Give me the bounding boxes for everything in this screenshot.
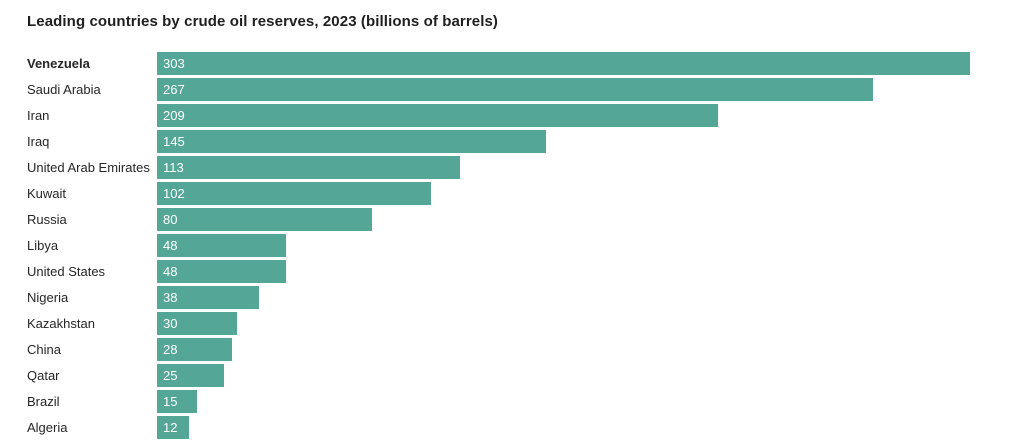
country-label: Algeria	[27, 420, 68, 435]
bar-value-label: 113	[163, 160, 184, 175]
bar-track: 48	[157, 234, 970, 257]
bar: 113	[157, 156, 461, 179]
country-label: Brazil	[27, 394, 60, 409]
bar: 12	[157, 416, 190, 439]
country-label: Iraq	[27, 134, 50, 149]
chart-title: Leading countries by crude oil reserves,…	[27, 13, 499, 30]
bar-value-label: 28	[163, 342, 178, 357]
bar: 25	[157, 364, 225, 387]
chart-row: Russia 80	[27, 208, 1024, 231]
bar: 303	[157, 52, 970, 75]
bar-track: 30	[157, 312, 970, 335]
chart-row: Saudi Arabia 267	[27, 78, 1024, 101]
bar-value-label: 15	[163, 394, 178, 409]
bar-track: 48	[157, 260, 970, 283]
chart-row: Kuwait 102	[27, 182, 1024, 205]
bar: 38	[157, 286, 259, 309]
bar-value-label: 48	[163, 264, 178, 279]
chart-row: Kazakhstan 30	[27, 312, 1024, 335]
bar-value-label: 48	[163, 238, 178, 253]
bar: 102	[157, 182, 431, 205]
country-label: Iran	[27, 108, 50, 123]
bar: 209	[157, 104, 718, 127]
country-label: Kuwait	[27, 186, 67, 201]
bar-value-label: 30	[163, 316, 178, 331]
bar-track: 267	[157, 78, 970, 101]
bar-value-label: 80	[163, 212, 178, 227]
bar-track: 28	[157, 338, 970, 361]
chart-row: Iran 209	[27, 104, 1024, 127]
bar-track: 80	[157, 208, 970, 231]
bar-track: 15	[157, 390, 970, 413]
country-label: Qatar	[27, 368, 60, 383]
bar: 267	[157, 78, 874, 101]
bar-value-label: 145	[163, 134, 185, 149]
bar-value-label: 303	[163, 56, 185, 71]
chart-row: United Arab Emirates 113	[27, 156, 1024, 179]
bar-value-label: 209	[163, 108, 185, 123]
country-label: Kazakhstan	[27, 316, 95, 331]
country-label: Saudi Arabia	[27, 82, 101, 97]
bar-track: 303	[157, 52, 970, 75]
chart-row: Libya 48	[27, 234, 1024, 257]
bar: 145	[157, 130, 547, 153]
bar: 48	[157, 234, 286, 257]
country-label: China	[27, 342, 61, 357]
bar-chart: Venezuela 303 Saudi Arabia 267 Iran 209 Iraq 14…	[27, 52, 1024, 439]
country-label: United Arab Emirates	[27, 160, 150, 175]
chart-row: Brazil 15	[27, 390, 1024, 413]
bar: 15	[157, 390, 198, 413]
country-label: Nigeria	[27, 290, 69, 305]
chart-row: Iraq 145	[27, 130, 1024, 153]
bar-value-label: 25	[163, 368, 178, 383]
bar-track: 145	[157, 130, 970, 153]
chart-row: Algeria 12	[27, 416, 1024, 439]
bar-track: 209	[157, 104, 970, 127]
bar-value-label: 102	[163, 186, 185, 201]
bar-track: 38	[157, 286, 970, 309]
bar: 48	[157, 260, 286, 283]
chart-row: Venezuela 303	[27, 52, 1024, 75]
bar: 80	[157, 208, 372, 231]
bar: 28	[157, 338, 233, 361]
bar: 30	[157, 312, 238, 335]
bar-track: 113	[157, 156, 970, 179]
bar-track: 102	[157, 182, 970, 205]
country-label: Venezuela	[27, 56, 90, 71]
country-label: Russia	[27, 212, 67, 227]
country-label: United States	[27, 264, 106, 279]
bar-value-label: 38	[163, 290, 178, 305]
chart-row: Qatar 25	[27, 364, 1024, 387]
bar-value-label: 12	[163, 420, 178, 435]
chart-row: Nigeria 38	[27, 286, 1024, 309]
bar-track: 12	[157, 416, 970, 439]
bar-value-label: 267	[163, 82, 185, 97]
country-label: Libya	[27, 238, 59, 253]
bar-track: 25	[157, 364, 970, 387]
chart-row: China 28	[27, 338, 1024, 361]
chart-row: United States 48	[27, 260, 1024, 283]
